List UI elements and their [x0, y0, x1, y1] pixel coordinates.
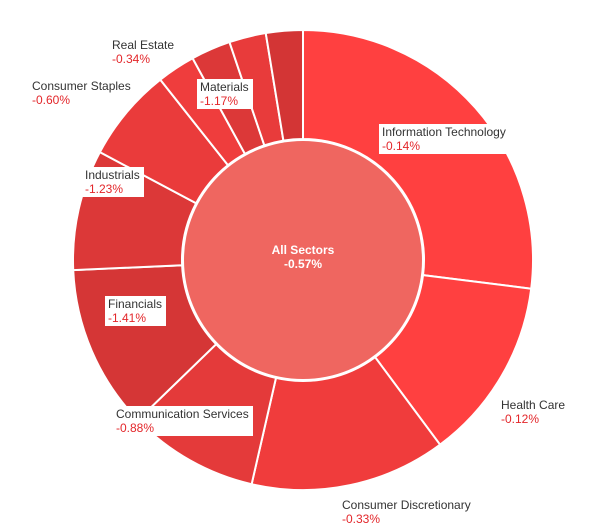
slice-label-health-care: Health Care -0.12% [501, 398, 565, 426]
slice-label-consumer-staples: Consumer Staples -0.60% [32, 79, 131, 107]
slice-label-communication-services: Communication Services -0.88% [113, 406, 253, 436]
slice-label-name: Consumer Staples [32, 79, 131, 93]
slice-information-technology[interactable] [302, 28, 534, 290]
slice-label-name: Materials [200, 80, 249, 94]
slice-label-industrials: Industrials -1.23% [82, 167, 144, 197]
slice-label-materials: Materials -1.17% [197, 79, 253, 109]
slice-label-name: Health Care [501, 398, 566, 412]
slice-label-consumer-discretionary: Consumer Discretionary -0.33% [342, 498, 471, 526]
slice-label-name: Information Technology [382, 125, 506, 139]
slice-unlabeled-10[interactable] [264, 28, 304, 142]
slice-label-name: Financials [108, 297, 163, 311]
slice-label-name: Industrials [85, 168, 140, 182]
slice-label-name: Consumer Discretionary [342, 498, 471, 512]
slice-label-value: -1.17% [200, 94, 239, 108]
slice-label-value: -0.12% [501, 412, 540, 426]
slice-label-value: -0.33% [342, 512, 381, 526]
donut-slices [72, 28, 534, 491]
center-label: All Sectors -0.57% [233, 243, 373, 271]
slice-label-value: -0.14% [382, 139, 421, 153]
slice-label-value: -1.41% [108, 311, 147, 325]
center-value: -0.57% [283, 257, 323, 271]
slice-label-financials: Financials -1.41% [105, 296, 167, 326]
slice-label-value: -0.34% [112, 52, 151, 66]
slice-label-real-estate: Real Estate -0.34% [112, 38, 174, 66]
slice-label-name: Communication Services [116, 407, 249, 421]
center-title: All Sectors [271, 243, 335, 257]
slice-label-value: -1.23% [85, 182, 124, 196]
center-circle[interactable] [184, 141, 422, 379]
slice-label-name: Real Estate [112, 38, 175, 52]
slice-label-information-technology: Information Technology -0.14% [379, 124, 510, 154]
slice-label-value: -0.88% [116, 421, 155, 435]
slice-label-value: -0.60% [32, 93, 71, 107]
